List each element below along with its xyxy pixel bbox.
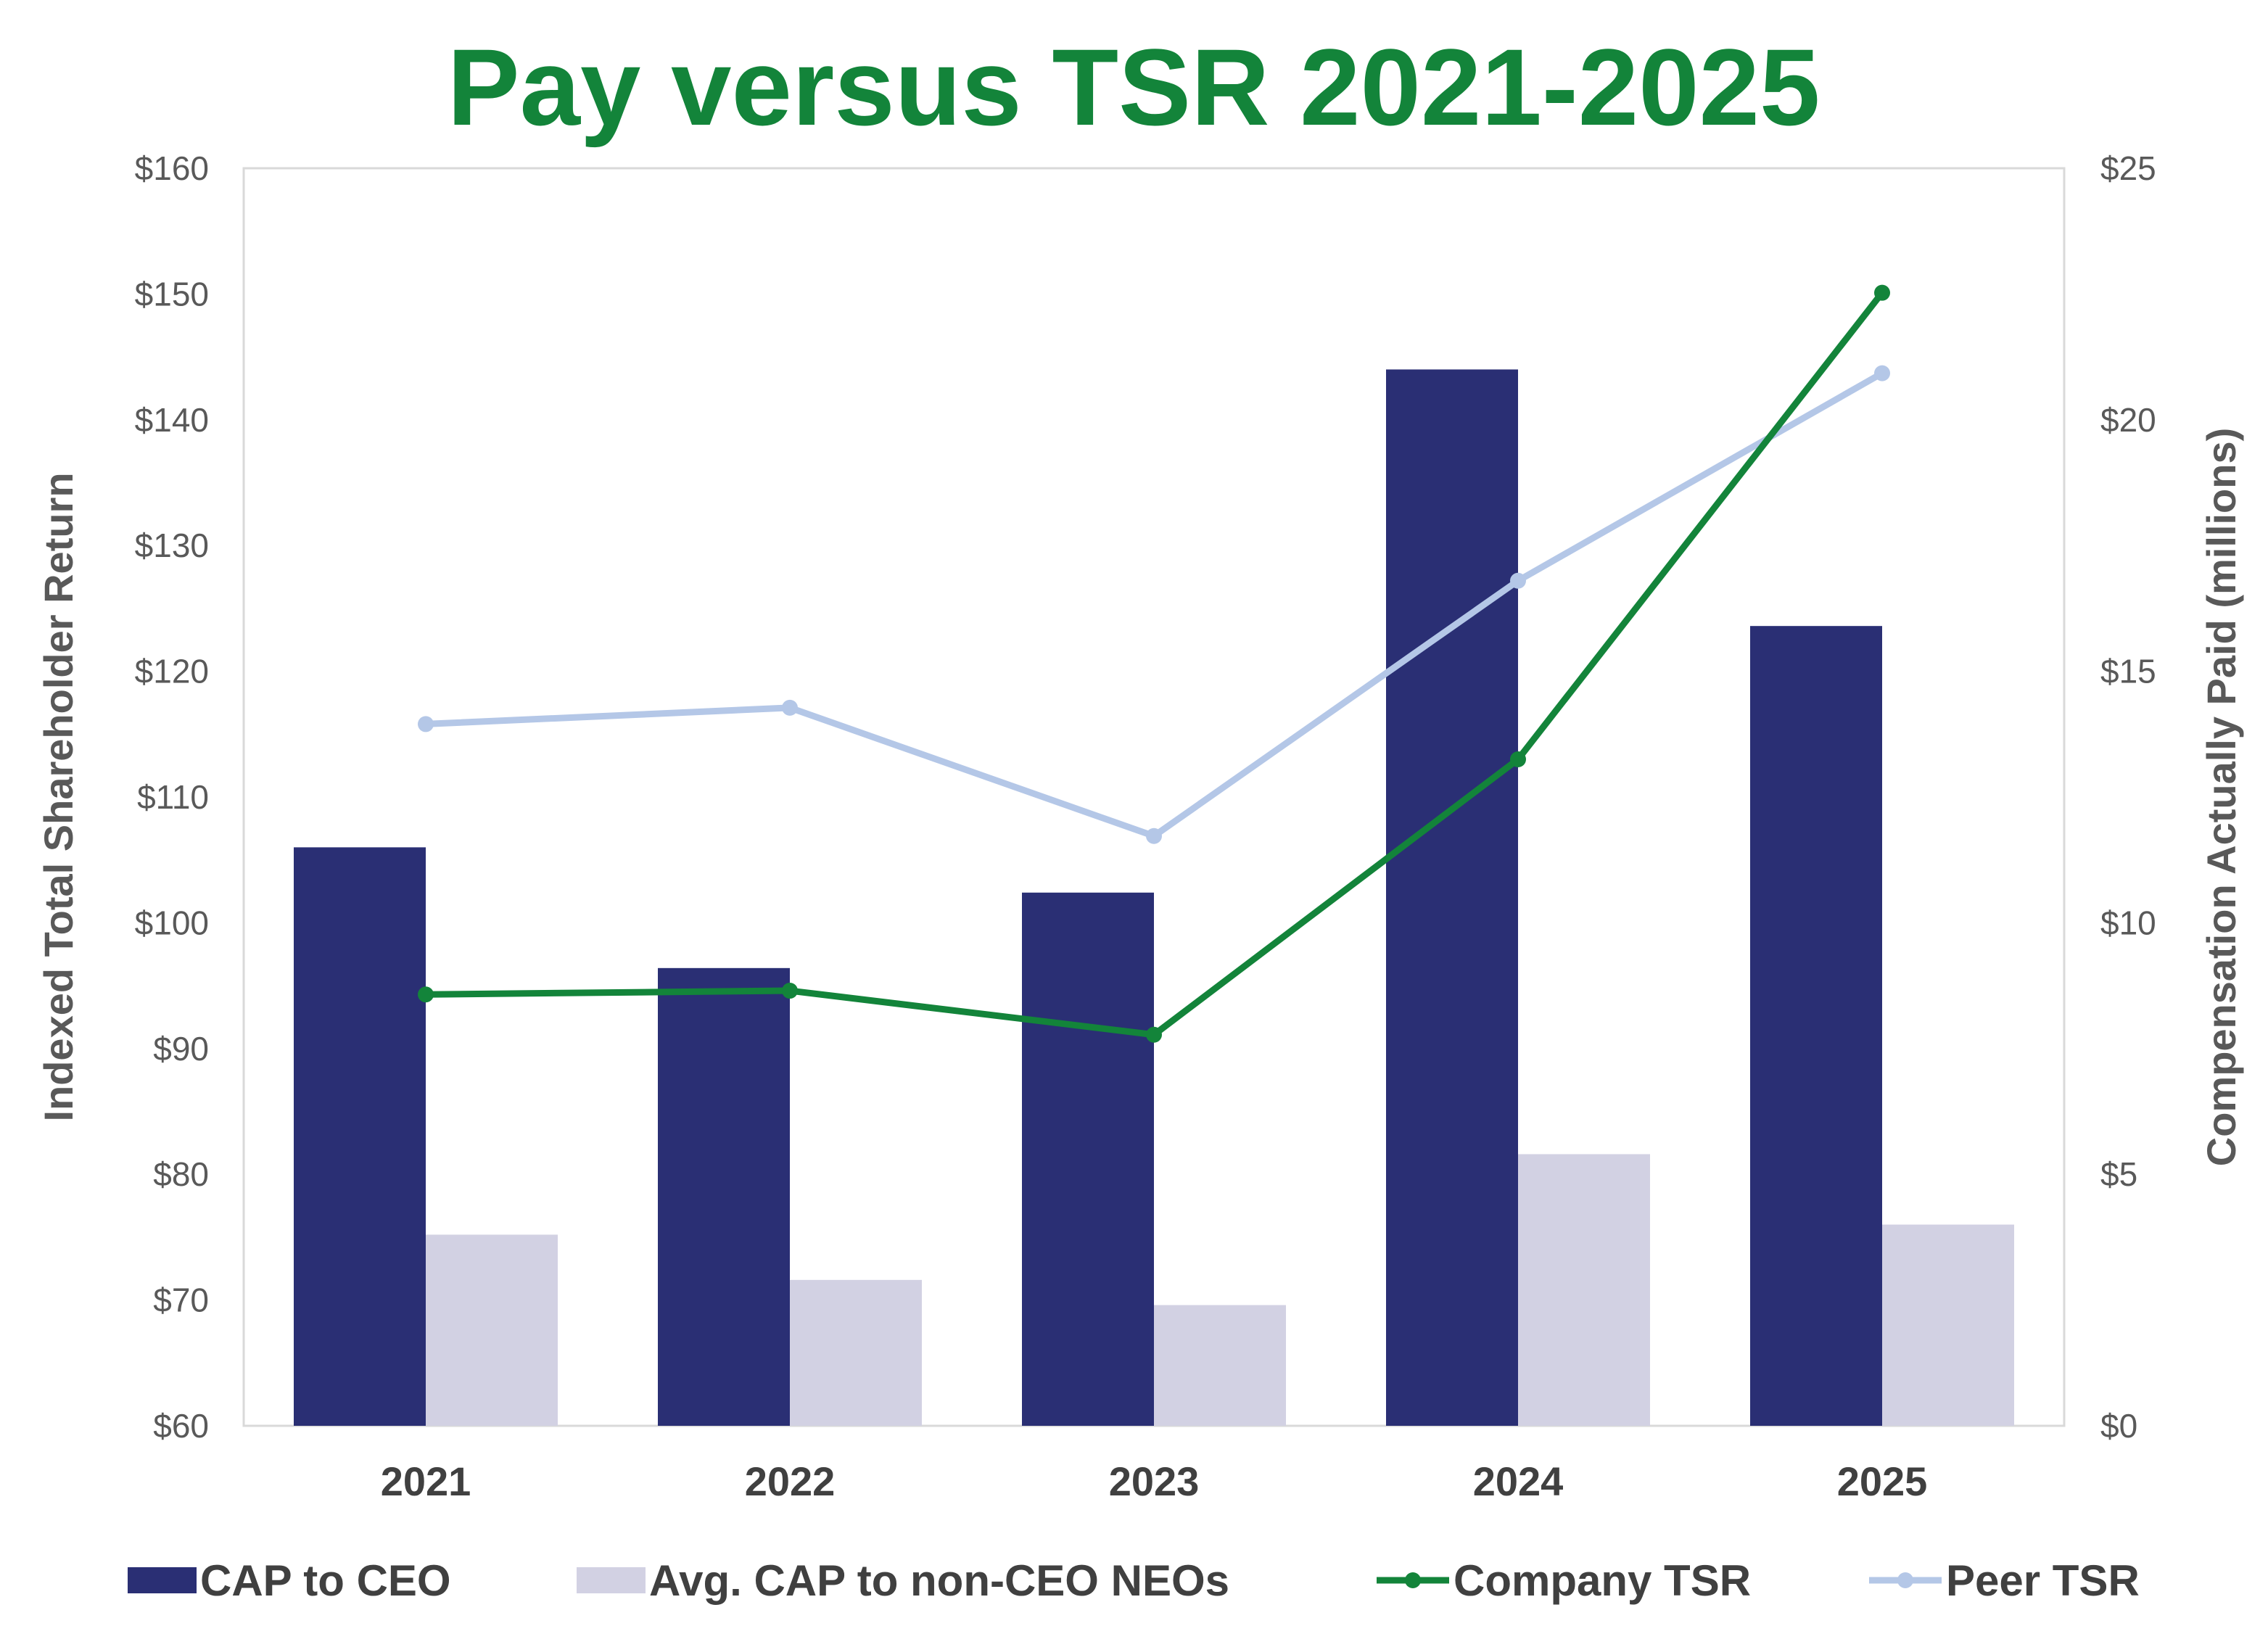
legend-marker-company-tsr — [1405, 1572, 1421, 1588]
left-tick-label: $150 — [135, 275, 209, 313]
company-tsr-point-2023 — [1146, 1026, 1162, 1043]
left-tick-label: $160 — [135, 149, 209, 187]
x-tick-label-2024: 2024 — [1473, 1458, 1564, 1504]
left-tick-label: $130 — [135, 527, 209, 564]
peer-tsr-line — [422, 370, 1886, 840]
right-axis-label: Compensation Actually Paid (millions) — [2198, 428, 2244, 1167]
bar-cap-ceo-2022 — [658, 967, 790, 1426]
right-tick-label: $20 — [2100, 401, 2156, 439]
left-tick-label: $70 — [153, 1281, 209, 1319]
right-tick-label: $15 — [2100, 653, 2156, 690]
legend-swatch-avg-cap-to-non-ceo-neos — [577, 1567, 646, 1593]
bar-cap-ceo-2024 — [1386, 369, 1518, 1427]
left-tick-label: $90 — [153, 1030, 209, 1068]
left-axis-label: Indexed Total Shareholder Return — [36, 472, 81, 1121]
x-tick-label-2025: 2025 — [1837, 1458, 1928, 1504]
left-tick-label: $60 — [153, 1407, 209, 1445]
lines-layer — [418, 284, 1890, 1043]
bar-cap-neo-2023 — [1154, 1305, 1286, 1426]
legend-marker-peer-tsr — [1897, 1572, 1913, 1588]
left-tick-label: $140 — [135, 401, 209, 439]
left-tick-label: $110 — [137, 778, 209, 816]
peer-tsr-point-2023 — [1146, 827, 1162, 844]
bar-cap-neo-2021 — [426, 1234, 558, 1426]
x-tick-label-2022: 2022 — [745, 1458, 836, 1504]
right-tick-label: $5 — [2100, 1155, 2137, 1193]
left-tick-label: $120 — [135, 653, 209, 690]
bar-cap-neo-2022 — [790, 1279, 922, 1426]
bar-cap-neo-2025 — [1882, 1224, 2014, 1426]
chart-title: Pay versus TSR 2021-2025 — [448, 26, 1820, 148]
right-tick-label: $25 — [2100, 149, 2156, 187]
left-tick-label: $80 — [153, 1155, 209, 1193]
legend: CAP to CEO Avg. CAP to non-CEO NEOs Compan… — [128, 1556, 2140, 1605]
company-tsr-point-2024 — [1510, 751, 1526, 767]
company-tsr-point-2025 — [1874, 284, 1890, 301]
company-tsr-point-2021 — [418, 986, 434, 1003]
peer-tsr-point-2021 — [418, 716, 434, 732]
ticks-layer: $60 $70 $80 $90 $100 $110 $120 $130 $140 $150 $160… — [135, 149, 2156, 1504]
legend-label-cap-to-ceo: CAP to CEO — [200, 1556, 451, 1605]
legend-label-company-tsr: Company TSR — [1453, 1556, 1751, 1605]
x-tick-label-2021: 2021 — [381, 1458, 471, 1504]
bar-cap-ceo-2025 — [1750, 626, 1882, 1426]
peer-tsr-point-2025 — [1874, 365, 1890, 381]
right-tick-label: $10 — [2100, 904, 2156, 941]
x-tick-label-2023: 2023 — [1109, 1458, 1200, 1504]
peer-tsr-point-2024 — [1510, 572, 1526, 589]
legend-swatch-cap-to-ceo — [128, 1567, 197, 1593]
right-tick-label: $0 — [2100, 1407, 2137, 1445]
peer-tsr-point-2022 — [782, 699, 798, 716]
bars-layer — [294, 369, 2014, 1427]
bar-cap-neo-2024 — [1518, 1154, 1650, 1426]
bar-cap-ceo-2021 — [294, 847, 426, 1426]
bar-cap-ceo-2023 — [1022, 892, 1154, 1426]
legend-label-peer-tsr: Peer TSR — [1946, 1556, 2140, 1605]
legend-label-avg-cap-to-non-ceo-neos: Avg. CAP to non-CEO NEOs — [649, 1556, 1229, 1605]
left-tick-label: $100 — [135, 904, 209, 941]
company-tsr-point-2022 — [782, 983, 798, 999]
